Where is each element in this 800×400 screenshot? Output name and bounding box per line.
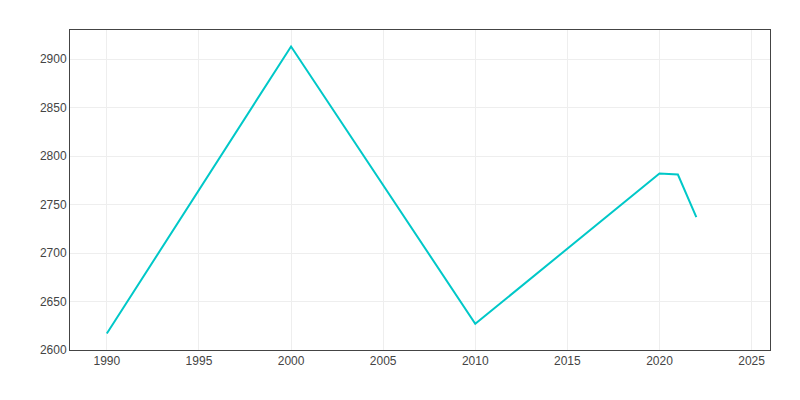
svg-text:2600: 2600 [40,343,67,357]
svg-text:2010: 2010 [462,354,489,368]
svg-text:2800: 2800 [40,149,67,163]
svg-text:2700: 2700 [40,246,67,260]
svg-text:1990: 1990 [93,354,120,368]
svg-text:2025: 2025 [738,354,765,368]
svg-text:2650: 2650 [40,295,67,309]
svg-text:2900: 2900 [40,52,67,66]
svg-text:1995: 1995 [186,354,213,368]
svg-text:2850: 2850 [40,101,67,115]
svg-text:2750: 2750 [40,198,67,212]
svg-text:2015: 2015 [554,354,581,368]
svg-text:2020: 2020 [646,354,673,368]
svg-text:2005: 2005 [370,354,397,368]
svg-text:2000: 2000 [278,354,305,368]
